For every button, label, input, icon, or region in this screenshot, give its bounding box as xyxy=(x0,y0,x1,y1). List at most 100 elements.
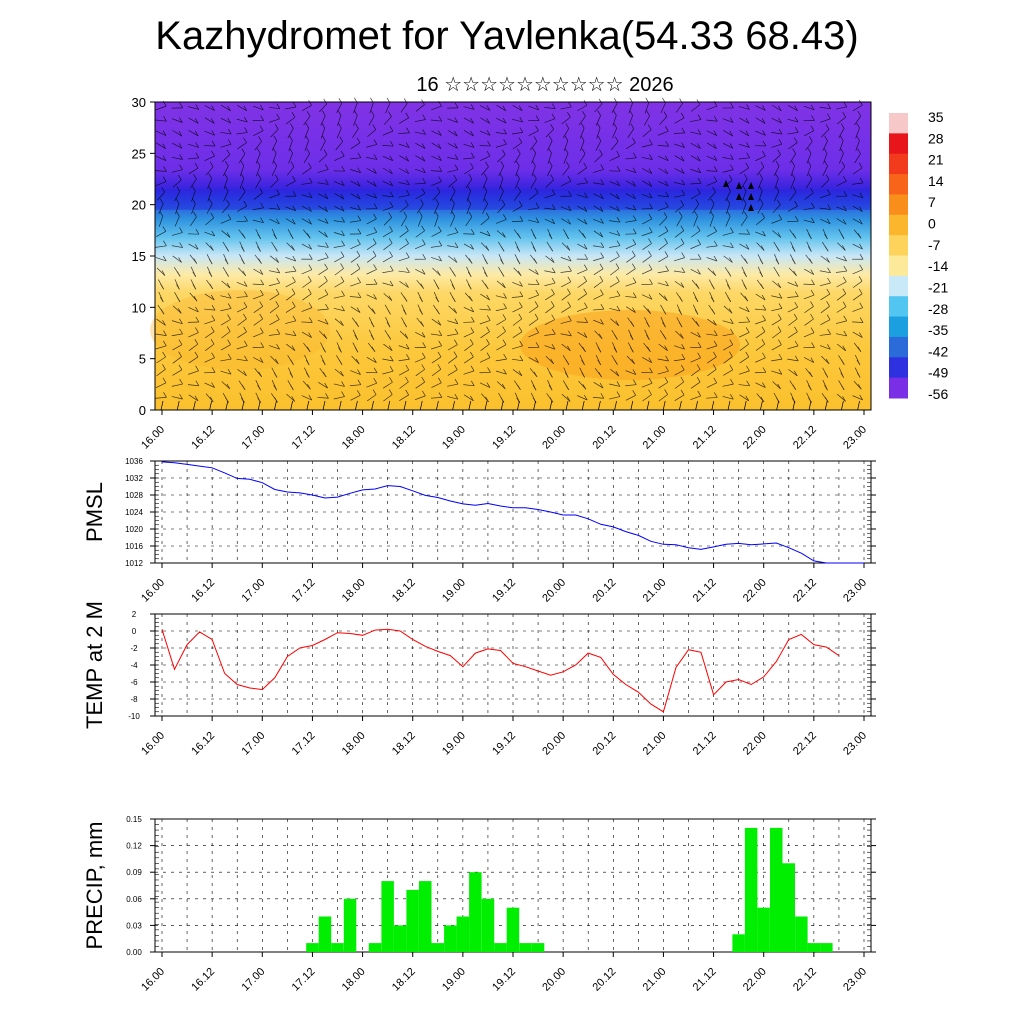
wind-barb xyxy=(738,157,750,160)
wind-barb-flag xyxy=(162,130,167,136)
wind-barb xyxy=(415,230,425,238)
wind-barb xyxy=(835,333,847,337)
wind-barb-flag xyxy=(777,383,781,390)
wind-barb xyxy=(236,358,248,362)
wind-barb-flag xyxy=(614,334,618,340)
wind-barb xyxy=(658,256,669,263)
wind-barb-flag xyxy=(483,173,488,179)
wind-barb-flag xyxy=(776,246,780,252)
wind-barb xyxy=(839,153,844,164)
wind-barb-flag xyxy=(355,358,360,365)
wind-barb-flag xyxy=(664,226,669,232)
wind-barb xyxy=(334,318,344,326)
wind-barb-flag xyxy=(161,270,166,276)
wind-barb-flag xyxy=(616,305,621,312)
wind-barb xyxy=(594,154,603,163)
wind-barb-flag xyxy=(567,112,571,118)
wind-barb xyxy=(303,153,310,164)
wind-barb-flag xyxy=(357,228,362,235)
heatmap-xtick-label: 20.00 xyxy=(540,424,568,452)
wind-barb xyxy=(706,181,718,187)
wind-barb-flag xyxy=(581,372,585,378)
wind-barb-flag xyxy=(322,135,326,142)
wind-barb xyxy=(269,319,280,326)
wind-barb-flag xyxy=(743,173,748,180)
surface-barb xyxy=(322,400,326,411)
surface-barb xyxy=(760,400,763,411)
wind-barb-flag xyxy=(194,351,199,358)
wind-flag-marker xyxy=(736,193,742,200)
wind-barb-flag xyxy=(276,328,281,335)
wind-barb xyxy=(673,358,685,362)
wind-barb-flag xyxy=(550,301,555,307)
surface-barb xyxy=(711,400,715,411)
wind-barb-flag xyxy=(485,245,490,251)
wind-barb-flag xyxy=(810,313,814,320)
wind-barb xyxy=(366,157,378,160)
wind-barb xyxy=(156,267,166,276)
pmsl-ytick-label: 1024 xyxy=(125,508,143,517)
wind-barb xyxy=(318,154,328,163)
wind-barb-flag xyxy=(582,110,586,117)
wind-barb xyxy=(723,356,733,364)
wind-barb xyxy=(676,216,683,227)
wind-barb-flag xyxy=(389,251,393,257)
wind-barb-flag xyxy=(353,110,358,116)
wind-barb-flag xyxy=(389,201,394,208)
wind-barb-flag xyxy=(535,202,540,208)
wind-barb xyxy=(609,193,620,200)
wind-barb-flag xyxy=(373,378,378,384)
wind-barb-flag xyxy=(665,141,669,147)
wind-barb-flag xyxy=(742,198,747,204)
precip-xtick-label: 18.12 xyxy=(390,966,418,994)
wind-barb-flag xyxy=(600,179,605,185)
wind-barb xyxy=(319,103,327,113)
wind-barb-flag xyxy=(646,321,650,328)
wind-barb-flag xyxy=(208,258,213,265)
wind-barb-flag xyxy=(339,136,344,142)
wind-barb xyxy=(836,257,847,262)
wind-barb-flag xyxy=(193,173,197,180)
wind-barb xyxy=(690,142,701,149)
wind-barb xyxy=(609,307,621,312)
wind-barb xyxy=(447,396,459,400)
wind-barb-flag xyxy=(273,160,278,167)
wind-barb xyxy=(625,384,637,387)
wind-barb xyxy=(498,165,504,177)
wind-barb-flag xyxy=(372,389,377,395)
wind-barb-flag xyxy=(583,332,588,338)
wind-barb-flag xyxy=(468,258,473,264)
surface-barb xyxy=(614,400,617,411)
wind-barb-flag xyxy=(373,227,378,233)
wind-barb xyxy=(285,270,297,273)
wind-barb xyxy=(836,116,846,125)
wind-barb xyxy=(156,142,166,149)
wind-barb xyxy=(544,207,556,210)
wind-barb xyxy=(285,320,297,324)
wind-barb xyxy=(464,356,474,364)
wind-barb-flag xyxy=(454,143,458,149)
wind-barb-flag xyxy=(662,322,666,328)
wind-barb xyxy=(755,155,766,162)
wind-barb-flag xyxy=(535,125,539,131)
wind-barb xyxy=(512,142,523,150)
wind-barb-flag xyxy=(777,199,781,205)
wind-barb-flag xyxy=(842,245,846,251)
wind-barb-flag xyxy=(664,180,669,187)
wind-barb xyxy=(771,308,783,312)
wind-barb-flag xyxy=(259,269,264,275)
wind-barb xyxy=(158,216,164,227)
wind-barb-flag xyxy=(517,384,521,390)
surface-barb xyxy=(193,400,196,411)
wind-barb-flag xyxy=(745,118,750,124)
wind-barb-flag xyxy=(664,345,668,351)
wind-barb-flag xyxy=(289,148,293,154)
wind-barb xyxy=(788,369,798,377)
wind-barb-flag xyxy=(241,148,246,154)
colorbar-label: -7 xyxy=(928,237,941,253)
wind-barb xyxy=(609,396,621,400)
wind-barb-flag xyxy=(778,369,783,375)
wind-barb xyxy=(852,293,863,301)
wind-barb-flag xyxy=(193,295,198,302)
wind-barb-flag xyxy=(518,200,523,207)
